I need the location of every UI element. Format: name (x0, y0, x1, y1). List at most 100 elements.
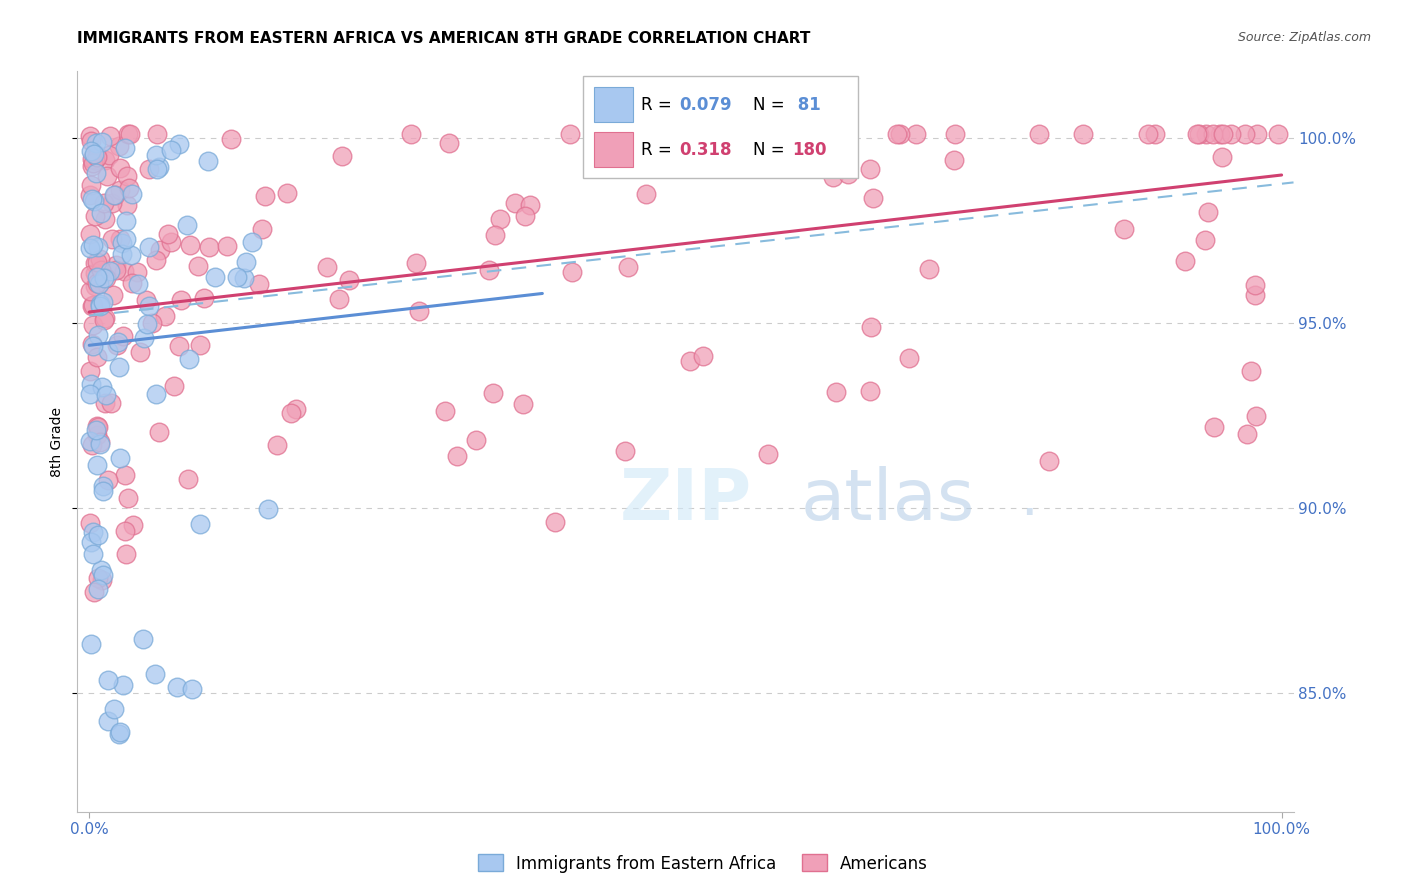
Point (860, 320, 883, 334)
Point (91, 380, 114, 394)
Point (89, 434, 111, 449)
Point (84, 136, 107, 150)
Point (120, 248, 142, 262)
Point (1236, 427, 1258, 442)
Point (176, 472, 198, 486)
Point (121, 518, 143, 533)
Point (188, 516, 211, 531)
Point (79, 364, 101, 378)
Point (86, 240, 108, 254)
Point (651, 129, 673, 144)
Point (82, 156, 104, 170)
Point (1267, 128, 1289, 142)
Point (1244, 409, 1267, 423)
Point (100, 395, 122, 409)
Point (138, 299, 160, 313)
Point (84, 153, 107, 167)
Point (117, 128, 139, 142)
Point (1233, 128, 1256, 142)
Point (756, 447, 779, 461)
Point (86, 270, 108, 285)
Point (488, 211, 510, 226)
Point (148, 160, 170, 174)
Point (197, 153, 219, 168)
Point (108, 725, 131, 739)
Point (1071, 128, 1094, 142)
Point (160, 235, 183, 249)
Point (600, 128, 623, 142)
Point (83, 256, 105, 270)
Point (89, 252, 111, 267)
Point (80, 134, 103, 148)
Point (636, 187, 658, 202)
Point (100, 196, 122, 211)
Point (240, 235, 263, 250)
Point (167, 136, 190, 151)
Point (87, 277, 110, 291)
Point (544, 515, 567, 529)
Point (79, 434, 101, 448)
Point (250, 222, 273, 236)
Point (90, 563, 112, 577)
Point (1185, 128, 1208, 142)
Point (284, 402, 307, 417)
Point (104, 188, 127, 202)
Point (91, 479, 114, 493)
Point (512, 397, 534, 411)
Point (80, 377, 103, 392)
Point (89, 299, 111, 313)
Point (170, 293, 193, 308)
Point (108, 161, 131, 175)
Y-axis label: 8th Grade: 8th Grade (51, 407, 65, 476)
Point (519, 198, 541, 212)
Point (1188, 128, 1211, 142)
Point (97, 343, 120, 358)
Point (433, 404, 456, 418)
Legend: Immigrants from Eastern Africa, Americans: Immigrants from Eastern Africa, American… (471, 847, 935, 880)
Point (176, 218, 198, 232)
Point (94, 388, 117, 402)
Point (276, 186, 298, 201)
Point (105, 338, 128, 352)
Point (464, 433, 486, 447)
Point (193, 291, 215, 305)
Point (859, 384, 882, 398)
Point (97, 474, 120, 488)
Point (330, 149, 353, 163)
Point (86, 458, 108, 472)
Point (862, 192, 884, 206)
Point (82, 547, 104, 561)
Point (80, 192, 103, 206)
Point (108, 183, 131, 197)
Point (115, 198, 138, 212)
Point (80, 636, 103, 650)
Point (103, 187, 125, 202)
Point (437, 136, 460, 151)
Point (96, 169, 118, 183)
Point (134, 331, 156, 345)
Point (163, 378, 186, 392)
Point (108, 138, 131, 153)
Point (83, 584, 105, 599)
Point (859, 161, 882, 176)
Point (86, 254, 108, 268)
Point (446, 450, 468, 464)
Point (105, 258, 128, 272)
Point (82, 339, 104, 353)
Point (111, 246, 134, 260)
Point (84, 279, 107, 293)
Point (80, 160, 103, 174)
Point (94, 271, 117, 285)
Point (82, 237, 104, 252)
Text: R =: R = (641, 95, 678, 113)
Point (84, 209, 107, 223)
Point (111, 236, 134, 251)
Point (515, 209, 537, 223)
Point (328, 292, 350, 306)
Point (405, 255, 427, 269)
Point (824, 385, 846, 400)
Point (897, 351, 920, 365)
FancyBboxPatch shape (595, 87, 633, 122)
Point (145, 162, 167, 177)
Point (1038, 453, 1060, 467)
